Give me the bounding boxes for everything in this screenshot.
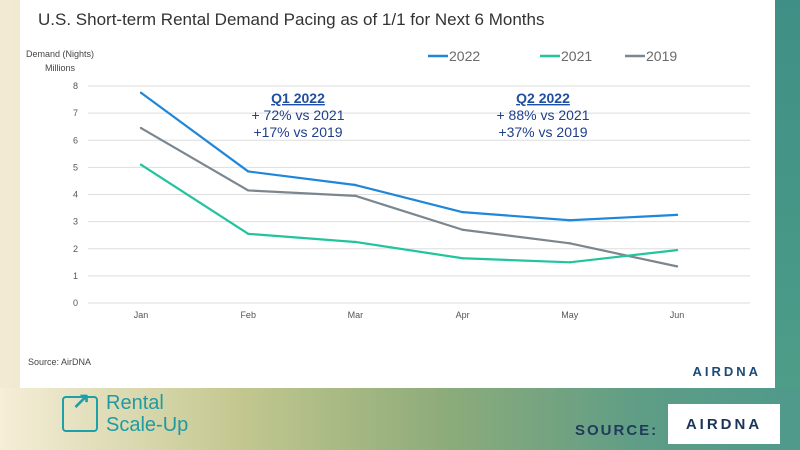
source-logo-text: AIRDNA [685,415,763,433]
y-tick-label: 1 [73,271,78,281]
legend-label-2019: 2019 [646,48,677,64]
data-point-2022 [675,213,679,217]
y-tick-label: 2 [73,244,78,254]
y-axis-unit: Millions [45,63,76,73]
data-point-2022 [354,183,357,187]
legend-label-2021: 2021 [561,48,592,64]
logo-text-line2: Scale-Up [106,414,189,436]
annotation-heading: Q2 2022 [516,90,570,106]
series-line-2019 [140,127,678,268]
data-point-2021 [247,232,250,236]
data-point-2022 [247,170,250,173]
x-tick-label: Mar [348,310,364,320]
data-point-2021 [354,240,357,244]
y-axis-label: Demand (Nights) [26,49,94,59]
line-chart: 0 1 2 3 4 5 6 7 8 Jan Feb Mar Apr May Jun Demand (Nig… [26,48,750,320]
x-tick-label: Jan [134,310,149,320]
annotation-line: +37% vs 2019 [498,124,587,140]
source-logo-box: AIRDNA [668,404,780,444]
background-right-band [775,0,800,388]
y-tick-label: 0 [73,298,78,308]
annotation-line: + 72% vs 2021 [251,107,344,123]
chart-title: U.S. Short-term Rental Demand Pacing as … [38,10,545,29]
data-point-2021 [461,257,464,260]
data-point-2019 [354,194,357,198]
annotation-heading: Q1 2022 [271,90,325,106]
source-note: Source: AirDNA [28,357,92,367]
annotation-line: + 88% vs 2021 [496,107,589,123]
data-point-2021 [568,261,571,264]
y-tick-label: 8 [73,81,78,91]
series-lines [139,91,679,268]
data-point-2019 [247,189,250,192]
data-point-2019 [139,126,143,130]
data-point-2022 [568,219,571,222]
y-tick-labels: 0 1 2 3 4 5 6 7 8 [73,81,78,308]
logo-square-icon [62,396,98,432]
data-point-2022 [461,210,464,214]
x-tick-label: Apr [456,310,470,320]
source-label: SOURCE: [575,422,659,439]
chart-panel: U.S. Short-term Rental Demand Pacing as … [20,0,775,388]
x-tick-label: Feb [240,310,256,320]
annotation-line: +17% vs 2019 [253,124,342,140]
series-line-2021 [140,163,678,264]
x-tick-label: May [561,310,579,320]
data-point-2022 [139,91,143,94]
data-point-2021 [139,163,143,166]
y-tick-label: 4 [73,190,78,200]
legend-label-2022: 2022 [449,48,480,64]
annotation-2: Q2 2022+ 88% vs 2021+37% vs 2019 [496,90,589,140]
logo-text: Rental Scale-Up [106,392,188,436]
annotation-1: Q1 2022+ 72% vs 2021+17% vs 2019 [251,90,344,140]
x-tick-labels: Jan Feb Mar Apr May Jun [134,310,685,320]
logo-text-line1: Rental [106,392,164,414]
y-tick-label: 6 [73,135,78,145]
y-tick-label: 5 [73,162,78,172]
logo-arrow-icon: ↗ [72,388,91,413]
grid-lines [88,85,750,304]
rental-scale-up-logo: ↗ Rental Scale-Up [62,388,252,442]
data-point-2019 [568,242,571,245]
y-tick-label: 7 [73,108,78,118]
data-point-2019 [675,265,679,268]
data-point-2019 [461,228,464,231]
data-point-2021 [675,248,679,252]
legend: 2022 2021 2019 [428,48,677,64]
series-line-2022 [140,91,678,222]
y-tick-label: 3 [73,217,78,227]
x-tick-label: Jun [670,310,685,320]
airdna-logo: AIRDNA [692,364,761,379]
